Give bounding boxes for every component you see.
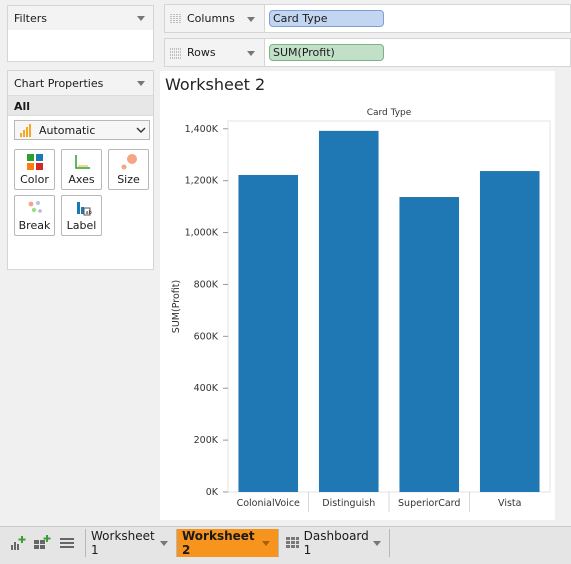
y-tick-label: 400K: [194, 383, 219, 394]
tab-dashboard-1-label: Dashboard 1: [303, 529, 369, 557]
x-category-label: ColonialVoice: [237, 498, 300, 509]
filters-card: Filters: [7, 5, 154, 62]
rows-shelf[interactable]: Rows SUM(Profit): [164, 38, 571, 67]
filters-menu-caret-icon[interactable]: [137, 15, 145, 21]
filters-title: Filters: [14, 11, 47, 25]
bar-chart: Card Type 0K 200K 400K 600K 800K 1,000K 1,200K 1…: [171, 108, 551, 512]
tab-worksheet-2-caret-icon[interactable]: [262, 540, 270, 546]
label-icon: ab: [76, 202, 91, 216]
columns-icon: [170, 13, 181, 24]
tab-worksheet-1-caret-icon[interactable]: [160, 540, 168, 546]
new-worksheet-icon[interactable]: [9, 535, 27, 551]
tab-worksheet-2[interactable]: Worksheet 2: [177, 529, 279, 557]
color-button[interactable]: Color: [14, 149, 55, 190]
y-tick-label: 1,400K: [185, 124, 219, 135]
tab-dashboard-1[interactable]: Dashboard 1: [279, 529, 390, 557]
break-button-label: Break: [18, 219, 51, 232]
y-tick-label: 200K: [194, 435, 219, 446]
bar: [318, 130, 379, 492]
mark-type-select[interactable]: Automatic: [14, 120, 150, 140]
tab-dashboard-1-caret-icon[interactable]: [373, 540, 381, 546]
svg-text:ab: ab: [85, 210, 91, 216]
chevron-down-icon: [133, 127, 149, 133]
chart-properties-card: Chart Properties All Automatic C: [7, 70, 154, 270]
x-category-label: Distinguish: [322, 498, 375, 509]
new-dashboard-icon[interactable]: [33, 535, 51, 551]
x-category-label: SuperiorCard: [398, 498, 460, 509]
show-sheet-sorter-icon[interactable]: [58, 535, 76, 551]
axes-button-label: Axes: [68, 173, 95, 186]
label-button[interactable]: ab Label: [61, 195, 102, 236]
chart-properties-title: Chart Properties: [14, 76, 104, 90]
sheet-tab-bar: Worksheet 1 Worksheet 2 Dashboard 1: [0, 526, 571, 564]
columns-shelf-header[interactable]: Columns: [165, 5, 265, 32]
axes-icon: [74, 155, 90, 169]
y-tick-label: 0K: [206, 487, 219, 498]
y-tick-label: 1,200K: [185, 176, 219, 187]
rows-shelf-header[interactable]: Rows: [165, 39, 265, 66]
columns-pill-card-type[interactable]: Card Type: [269, 10, 384, 27]
y-axis-label: SUM(Profit): [171, 280, 182, 333]
color-grid-icon: [26, 154, 43, 170]
tab-worksheet-1-label: Worksheet 1: [91, 529, 155, 557]
break-button[interactable]: Break: [14, 195, 55, 236]
y-tick-label: 600K: [194, 331, 219, 342]
rows-label: Rows: [187, 46, 216, 59]
mark-type-value: Automatic: [39, 123, 96, 137]
y-tick-label: 800K: [194, 279, 219, 290]
bar: [479, 171, 540, 492]
size-button[interactable]: Size: [108, 149, 149, 190]
chart-properties-caret-icon[interactable]: [137, 80, 145, 86]
y-tick-label: 1,000K: [185, 228, 219, 239]
left-panel: Filters Chart Properties All Automatic: [0, 0, 160, 522]
bar: [238, 174, 299, 493]
break-dots-icon: [28, 201, 42, 213]
columns-label: Columns: [187, 12, 235, 25]
chart-properties-header[interactable]: Chart Properties: [8, 71, 153, 95]
worksheet-title: Worksheet 2: [165, 75, 266, 94]
tab-worksheet-2-label: Worksheet 2: [182, 529, 255, 557]
x-category-label: Vista: [498, 498, 521, 509]
tab-worksheet-1[interactable]: Worksheet 1: [85, 529, 177, 557]
bar-chart-mark-icon: [20, 124, 31, 137]
worksheet-canvas: Worksheet 2 Card Type 0K 200K 400K 600K 800K 1…: [160, 71, 555, 520]
axes-button[interactable]: Axes: [61, 149, 102, 190]
columns-shelf[interactable]: Columns Card Type: [164, 4, 571, 33]
rows-pill-sum-profit[interactable]: SUM(Profit): [269, 44, 384, 61]
color-button-label: Color: [20, 173, 49, 186]
bar: [399, 197, 460, 492]
size-button-label: Size: [117, 173, 140, 186]
rows-icon: [170, 48, 182, 58]
rows-caret-icon[interactable]: [247, 51, 255, 56]
chart-column-header: Card Type: [367, 108, 412, 118]
chart-properties-scope[interactable]: All: [8, 95, 153, 116]
dashboard-grid-icon: [286, 537, 299, 548]
filters-header[interactable]: Filters: [8, 6, 153, 30]
label-button-label: Label: [66, 219, 97, 232]
columns-caret-icon[interactable]: [247, 17, 255, 22]
size-circles-icon: [121, 154, 137, 170]
